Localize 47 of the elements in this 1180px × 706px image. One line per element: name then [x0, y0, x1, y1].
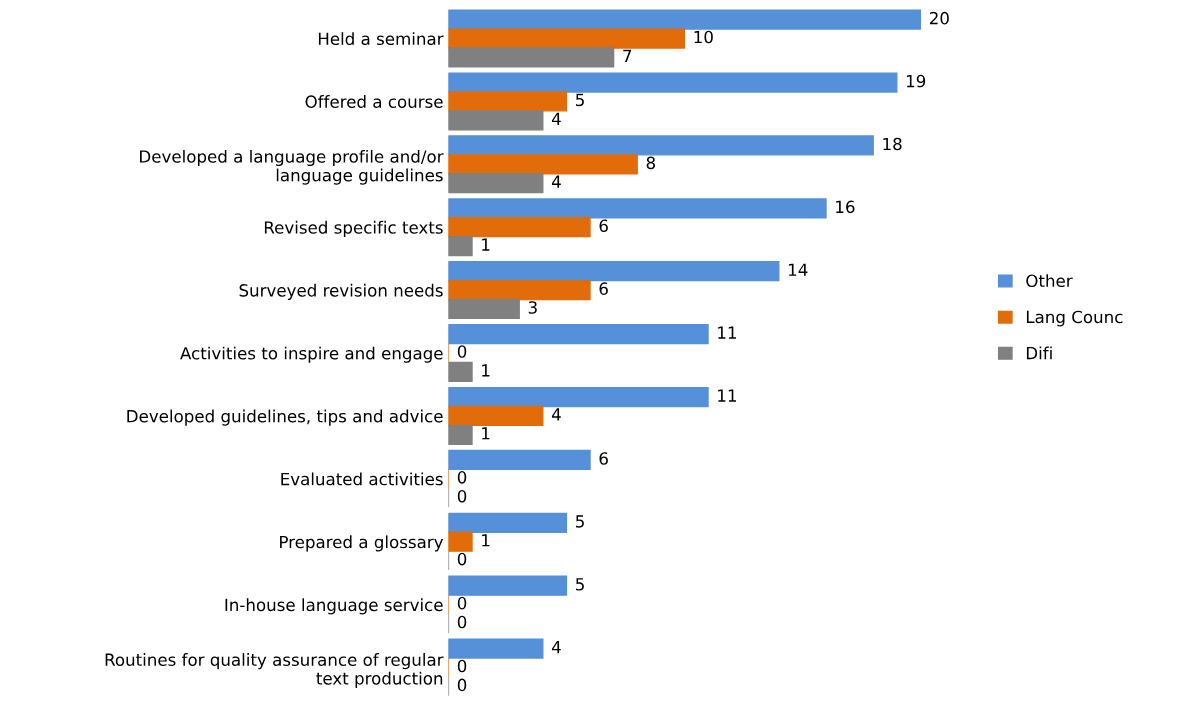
data-label: 11: [718, 389, 736, 402]
y-tick-label: Developed a language profile and/or language guidelines: [140, 149, 444, 185]
data-label: 11: [718, 326, 736, 339]
data-label: 0: [457, 659, 467, 673]
y-tick-label: Developed guidelines, tips and advice: [127, 409, 443, 426]
y-tick-label: Evaluated activities: [281, 472, 443, 486]
legend-label: Other: [1026, 274, 1073, 288]
data-label: 5: [576, 93, 584, 107]
data-label: 6: [599, 282, 608, 295]
y-tick-label: Offered a course: [305, 95, 443, 108]
data-label: 0: [457, 471, 467, 484]
data-label: 0: [457, 596, 467, 610]
legend-label: Difi: [1026, 346, 1052, 360]
data-label: 0: [457, 615, 467, 629]
y-tick-label: Routines for quality assurance of regular text production: [105, 653, 444, 688]
y-tick-label: Surveyed revision needs: [239, 283, 443, 300]
data-label: 16: [836, 200, 855, 214]
data-label: 8: [646, 156, 655, 170]
data-label: 4: [551, 641, 561, 654]
data-label: 20: [929, 11, 949, 25]
data-label: 1: [482, 534, 490, 547]
data-label: 1: [482, 364, 490, 377]
data-label: 5: [576, 578, 584, 591]
data-label: 14: [788, 263, 808, 276]
data-label: 4: [551, 408, 561, 421]
data-label: 3: [528, 301, 537, 314]
y-tick-label: In-house language service: [225, 598, 443, 615]
data-label: 6: [599, 219, 608, 233]
data-label: 10: [694, 30, 713, 44]
data-label: 7: [623, 49, 632, 62]
data-label: 0: [457, 552, 467, 566]
data-label: 5: [576, 515, 584, 528]
y-tick-label: Activities to inspire and engage: [180, 346, 443, 363]
data-label: 19: [906, 74, 926, 88]
data-label: 4: [551, 112, 561, 125]
data-label: 1: [482, 427, 490, 440]
y-tick-label: Revised specific texts: [264, 220, 443, 237]
data-label: 0: [457, 678, 467, 692]
y-tick-label: Held a seminar: [318, 32, 444, 46]
data-label: 4: [551, 175, 561, 188]
legend-label: Lang Counc: [1026, 310, 1123, 327]
data-label: 1: [482, 238, 490, 251]
data-label: 6: [599, 452, 608, 465]
data-label: 0: [457, 489, 467, 503]
data-label: 18: [883, 137, 902, 151]
y-tick-label: Prepared a glossary: [280, 535, 444, 552]
data-label: 0: [457, 345, 467, 358]
